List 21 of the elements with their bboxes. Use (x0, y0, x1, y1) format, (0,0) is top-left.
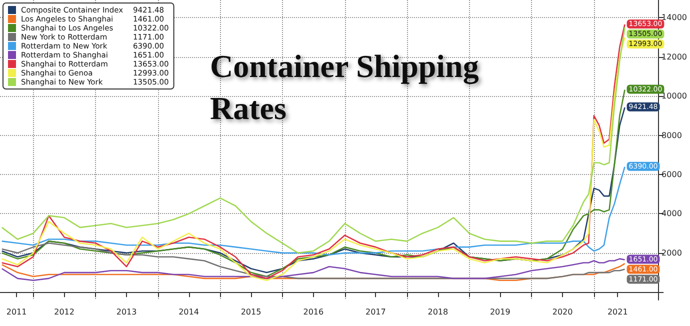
x-tick-label: 2012 (54, 308, 74, 316)
y-tick-label: 10000 (662, 92, 688, 101)
y-tick-label: 12000 (662, 52, 688, 62)
y-tick-label: 6000 (662, 170, 682, 180)
x-tick-label: 2017 (365, 308, 386, 316)
x-tick-label: 2015 (240, 308, 262, 316)
y-tick-label: 14000 (662, 13, 688, 22)
x-tick-label: 2020 (552, 308, 573, 316)
x-tick-label: 2021 (607, 308, 628, 316)
line-series (1, 242, 626, 280)
text: Container Shipping Rates (210, 48, 487, 126)
y-tick-label: 2000 (662, 248, 682, 258)
x-tick-label: 2019 (490, 308, 510, 316)
x-tick-label: 2018 (428, 308, 448, 316)
x-tick-label: 2014 (178, 308, 199, 316)
line-series (1, 258, 626, 282)
y-tick-label: 4000 (662, 209, 682, 218)
x-tick-label: 2013 (116, 308, 137, 316)
x-tick-label: 2011 (6, 308, 27, 316)
y-tick-label: 8000 (662, 130, 682, 140)
x-tick-label: 2016 (303, 308, 324, 316)
